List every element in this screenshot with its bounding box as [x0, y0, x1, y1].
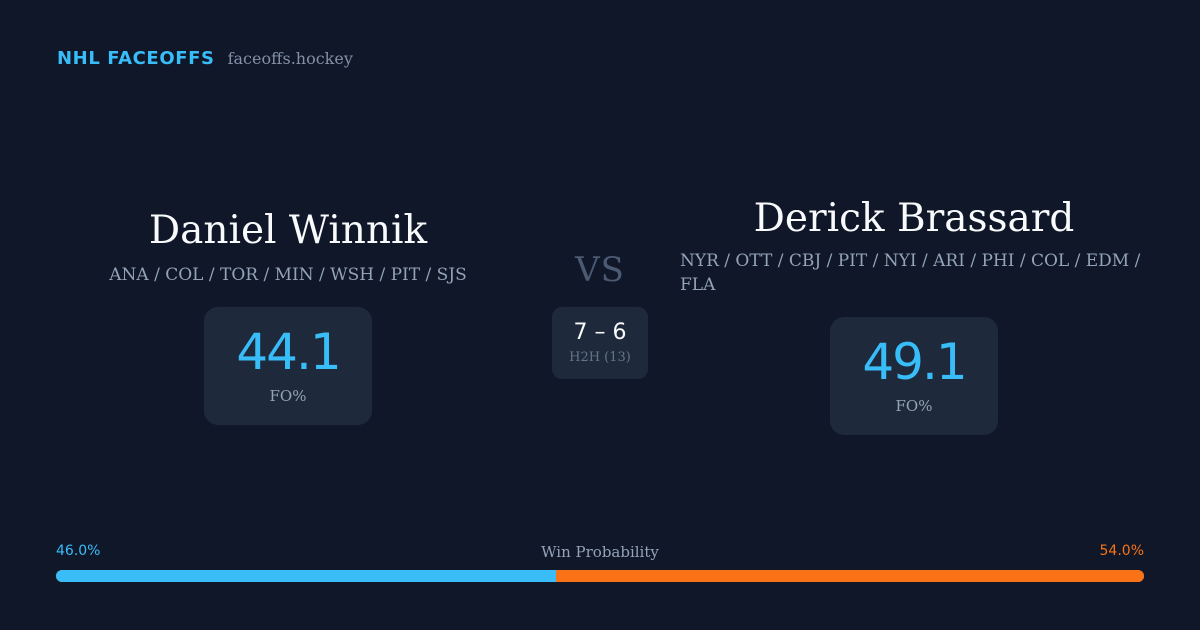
win-probability-bar-right-fill	[556, 570, 1144, 582]
win-probability-right-value: 54.0%	[1099, 543, 1144, 559]
player-right-name[interactable]: Derick Brassard	[753, 196, 1075, 241]
brand-title[interactable]: NHL FACEOFFS	[57, 48, 215, 69]
win-probability-bar	[56, 570, 1144, 582]
player-left-name[interactable]: Daniel Winnik	[148, 208, 428, 253]
head-to-head-label: H2H (13)	[569, 350, 631, 365]
win-probability-labels: Win Probability 46.0% 54.0%	[56, 543, 1144, 563]
player-left-fo-label: FO%	[269, 387, 307, 405]
player-right-fo-value: 49.1	[862, 333, 967, 391]
site-domain[interactable]: faceoffs.hockey	[227, 49, 353, 68]
win-probability-left-value: 46.0%	[56, 543, 101, 559]
win-probability-bar-left-fill	[56, 570, 557, 582]
site-header: NHL FACEOFFS faceoffs.hockey	[57, 48, 353, 69]
player-right-teams: NYR / OTT / CBJ / PIT / NYI / ARI / PHI …	[680, 251, 1141, 295]
player-right-panel: Derick Brassard NYR / OTT / CBJ / PIT / …	[680, 193, 1148, 435]
player-left-fo-value: 44.1	[236, 323, 341, 381]
versus-label: VS	[575, 250, 625, 290]
player-left-fo-card: 44.1 FO%	[204, 307, 372, 425]
player-right-fo-card: 49.1 FO%	[830, 317, 998, 435]
player-left-teams: ANA / COL / TOR / MIN / WSH / PIT / SJS	[109, 265, 467, 285]
player-right-fo-label: FO%	[895, 397, 933, 415]
player-left-panel: Daniel Winnik ANA / COL / TOR / MIN / WS…	[88, 205, 488, 425]
head-to-head-card: 7 – 6 H2H (13)	[552, 307, 648, 379]
head-to-head-score: 7 – 6	[573, 320, 627, 345]
win-probability-title: Win Probability	[541, 543, 659, 561]
